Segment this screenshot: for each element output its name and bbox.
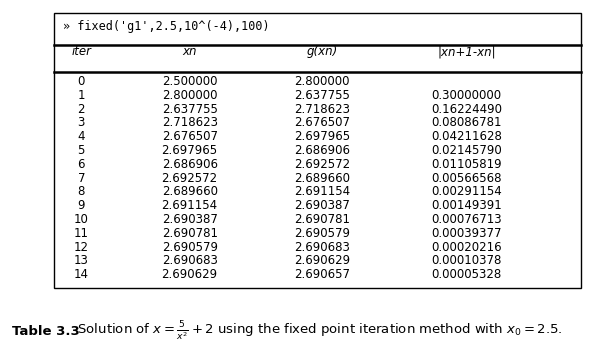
Text: 2.690629: 2.690629 xyxy=(161,268,218,281)
Text: 0.02145790: 0.02145790 xyxy=(431,144,502,157)
Text: 4: 4 xyxy=(78,130,85,143)
Text: 0.00291154: 0.00291154 xyxy=(431,185,502,198)
Text: 2.690387: 2.690387 xyxy=(162,213,217,226)
Text: 10: 10 xyxy=(74,213,88,226)
Text: 2.690683: 2.690683 xyxy=(294,241,350,253)
Text: 0.00566568: 0.00566568 xyxy=(431,171,502,185)
Text: 2.690781: 2.690781 xyxy=(161,227,218,240)
Text: 2.686906: 2.686906 xyxy=(161,158,218,171)
Text: 2.691154: 2.691154 xyxy=(294,185,350,198)
Text: 2.689660: 2.689660 xyxy=(294,171,350,185)
Text: 2.690781: 2.690781 xyxy=(294,213,350,226)
Text: 8: 8 xyxy=(78,185,85,198)
Text: 0.01105819: 0.01105819 xyxy=(431,158,502,171)
Text: 2.689660: 2.689660 xyxy=(161,185,218,198)
Text: 2.690579: 2.690579 xyxy=(294,227,350,240)
Text: 2.690579: 2.690579 xyxy=(161,241,218,253)
Text: 1: 1 xyxy=(78,89,85,102)
Text: 2.697965: 2.697965 xyxy=(161,144,218,157)
Text: 11: 11 xyxy=(74,227,88,240)
Text: Table 3.3: Table 3.3 xyxy=(12,325,80,338)
Text: 2.686906: 2.686906 xyxy=(294,144,350,157)
Text: |xn+1-xn|: |xn+1-xn| xyxy=(437,45,496,58)
Text: 5: 5 xyxy=(78,144,85,157)
Text: » fixed('g1',2.5,10^(-4),100): » fixed('g1',2.5,10^(-4),100) xyxy=(63,20,270,33)
Text: 14: 14 xyxy=(74,268,88,281)
Text: 2.692572: 2.692572 xyxy=(161,171,218,185)
Text: 2.637755: 2.637755 xyxy=(294,89,350,102)
Text: 3: 3 xyxy=(78,116,85,130)
Text: 0.30000000: 0.30000000 xyxy=(432,89,501,102)
Text: 13: 13 xyxy=(74,254,88,267)
Text: 2.690629: 2.690629 xyxy=(294,254,350,267)
Text: 2.690387: 2.690387 xyxy=(294,199,350,212)
Text: 6: 6 xyxy=(78,158,85,171)
Text: 0.04211628: 0.04211628 xyxy=(431,130,502,143)
Text: 2.500000: 2.500000 xyxy=(162,75,217,88)
Text: iter: iter xyxy=(71,45,92,58)
Text: 2.692572: 2.692572 xyxy=(294,158,350,171)
Text: 2.676507: 2.676507 xyxy=(294,116,350,130)
Text: 0.00005328: 0.00005328 xyxy=(432,268,501,281)
Text: Solution of $x = \frac{5}{x^2}+2$ using the fixed point iteration method with $x: Solution of $x = \frac{5}{x^2}+2$ using … xyxy=(69,319,563,343)
Text: 0.08086781: 0.08086781 xyxy=(431,116,502,130)
Text: 9: 9 xyxy=(78,199,85,212)
Text: 2.718623: 2.718623 xyxy=(161,116,218,130)
Text: 2.718623: 2.718623 xyxy=(294,103,350,116)
Text: 0.00020216: 0.00020216 xyxy=(431,241,502,253)
Text: 7: 7 xyxy=(78,171,85,185)
Text: 0.16224490: 0.16224490 xyxy=(431,103,502,116)
Text: 2.800000: 2.800000 xyxy=(294,75,350,88)
Bar xyxy=(54,13,581,288)
Text: 0.00149391: 0.00149391 xyxy=(431,199,502,212)
Text: 2: 2 xyxy=(78,103,85,116)
Text: 0.00076713: 0.00076713 xyxy=(431,213,502,226)
Text: 2.676507: 2.676507 xyxy=(161,130,218,143)
Text: 0.00010378: 0.00010378 xyxy=(432,254,501,267)
Text: xn: xn xyxy=(182,45,197,58)
Text: g(xn): g(xn) xyxy=(306,45,338,58)
Text: 0.00039377: 0.00039377 xyxy=(431,227,502,240)
Text: 2.800000: 2.800000 xyxy=(162,89,217,102)
Text: 12: 12 xyxy=(74,241,88,253)
Text: 2.690657: 2.690657 xyxy=(294,268,350,281)
Text: 2.637755: 2.637755 xyxy=(162,103,217,116)
Text: 2.691154: 2.691154 xyxy=(161,199,218,212)
Text: 2.690683: 2.690683 xyxy=(162,254,217,267)
Text: 0: 0 xyxy=(78,75,85,88)
Text: 2.697965: 2.697965 xyxy=(294,130,350,143)
